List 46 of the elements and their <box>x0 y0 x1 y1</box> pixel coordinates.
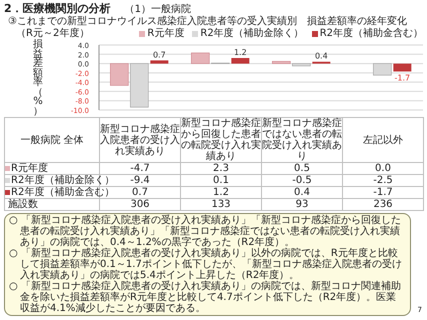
data-label: -1.7 <box>342 186 424 198</box>
data-label: 1.2 <box>180 186 262 198</box>
bar <box>231 58 250 64</box>
chart-title: ③これまでの新型コロナウイルス感染症入院患者等の受入実績別 損益差額率の経年変化 <box>7 16 408 28</box>
text: R2年度（補助金除く） <box>11 175 114 186</box>
data-label: 0.5 <box>262 162 342 174</box>
text: ○ 「新型コロナ感染症入院患者の受け入れ実績あり」「新型コロナ感染症から回復した患者の転院受け入れ実績あり」「新型コロナ感染症ではない患者の転院受け入れ実績あり」の病院では、0.4～1.2%の黒字であった（R2年度）。 <box>9 215 402 248</box>
text: 施設数 <box>4 198 100 210</box>
legend-label: R2年度（補助金除く） <box>199 28 304 40</box>
y-axis-title: 損益差額率（%） <box>32 39 44 116</box>
text: 2．医療機関別の分析 <box>4 2 111 15</box>
x-tick-label: 新型コロナ感染症入院患者の受け入れ実績あり <box>100 118 180 162</box>
data-label: 2.3 <box>180 162 262 174</box>
text: ○ 「新型コロナ感染症入院患者の受け入れ実績あり」以外の病院では、R元年度と比較して損益差額率が0.1～1.7ポイント低下したが、「新型コロナ感染症入院患者の受け入れ実績あり」の病院では5.4ポイント上昇した（R2年度）。 <box>9 248 403 281</box>
bar <box>393 64 412 72</box>
text: -1.7 <box>394 73 410 82</box>
data-label: -0.5 <box>262 174 342 186</box>
bar <box>272 60 291 64</box>
text: （1）一般病院 <box>124 3 192 16</box>
data-label: -2.5 <box>342 174 424 186</box>
text: 236 <box>342 198 424 210</box>
data-label: 0.7 <box>132 187 148 198</box>
legend-label: R元年度 <box>146 28 184 40</box>
bar <box>110 63 129 86</box>
text: 306 <box>100 198 180 210</box>
text: ○ 「新型コロナ感染症入院患者の受け入れ実績あり」の病院では、新型コロナ関連補助金を除いた損益差額率がR元年度と比較して4.7ポイント低下した（R2年度）。医業収益が4.1%減少したことが要因である。 <box>9 281 402 314</box>
text: 93 <box>262 198 342 210</box>
legend-label: R2年度（補助金含む） <box>318 28 423 40</box>
text: R2年度（補助金含む） <box>11 187 114 198</box>
text: 一般病院 全体 <box>4 118 100 162</box>
data-label: 0.4 <box>262 186 342 198</box>
text: 0.4 <box>314 52 328 61</box>
bar <box>150 60 168 64</box>
text: 0.7 <box>152 50 166 60</box>
x-tick-label: 新型コロナ感染症から回復した患者の転院受け入れ実績あり <box>180 118 262 162</box>
data-label: 0.1 <box>180 174 262 186</box>
data-label: -4.7 <box>100 162 180 174</box>
data-label: 0.0 <box>342 162 424 174</box>
text: R元年度 <box>11 163 48 174</box>
x-tick-label: 新型コロナ感染症ではない患者の転院受け入れ実績あり <box>262 118 342 162</box>
text: 133 <box>180 198 262 210</box>
chart-subtitle: （R元～2年度） <box>15 28 90 39</box>
x-tick-label: 左記以外 <box>342 118 424 162</box>
bar <box>191 52 210 64</box>
text: 1.2 <box>234 48 247 57</box>
data-label: -9.4 <box>130 175 150 186</box>
